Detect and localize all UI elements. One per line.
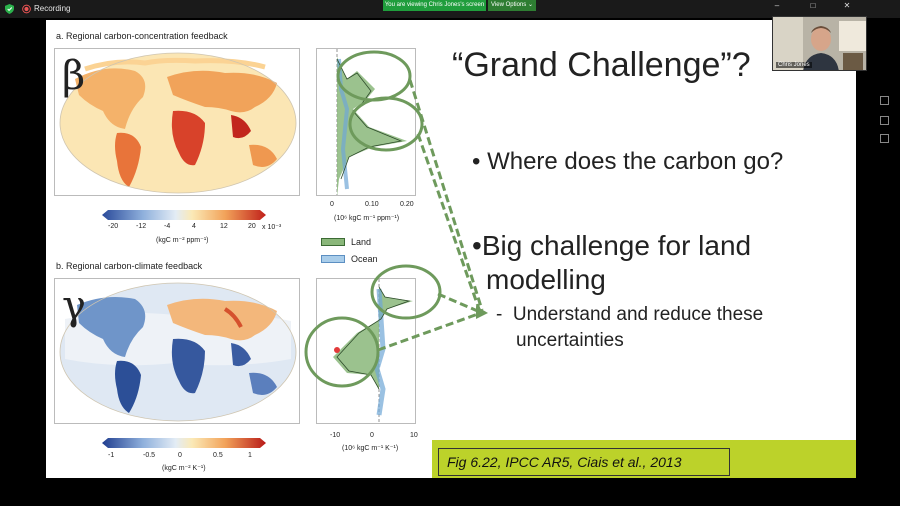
tick-label: 0.20 xyxy=(400,201,414,208)
security-shield-icon[interactable] xyxy=(5,4,14,14)
beta-world-map xyxy=(54,48,300,196)
sub-bullet-line1: Understand and reduce these xyxy=(512,304,764,325)
bullet-dot: • xyxy=(472,148,488,175)
tick-label: -0.5 xyxy=(143,452,156,459)
accent-band xyxy=(432,440,856,478)
tick-label: 12 xyxy=(220,223,228,230)
gamma-symbol: γ xyxy=(62,283,86,329)
slide-title: “Grand Challenge”? xyxy=(452,46,751,84)
bullet-2: •Big challenge for land xyxy=(472,230,751,262)
shared-slide: a. Regional carbon-concentration feedbac… xyxy=(46,20,856,478)
tick-label: 20 xyxy=(248,223,256,230)
panel-a-title: a. Regional carbon-concentration feedbac… xyxy=(56,31,228,41)
gamma-world-map xyxy=(54,278,300,424)
gamma-zonal-unit: (10⁶ kgC m⁻¹ K⁻¹) xyxy=(342,445,399,452)
tick-label: 0.5 xyxy=(213,452,223,459)
tick-label: -12 xyxy=(136,223,147,230)
fullscreen-icon[interactable] xyxy=(880,134,889,143)
highlight-annotations xyxy=(304,50,488,388)
beta-zonal-unit: (10⁶ kgC m⁻¹ ppm⁻¹) xyxy=(334,215,400,222)
beta-symbol: β xyxy=(62,53,86,99)
bullet-2-line1: Big challenge for land xyxy=(481,230,752,261)
tick-label: 4 xyxy=(192,223,196,230)
meeting-top-bar: Recording You are viewing Chris Jones's … xyxy=(0,0,900,18)
tick-label: -20 xyxy=(108,223,119,230)
participant-video[interactable]: Chris Jones xyxy=(772,16,867,71)
view-options-button[interactable]: View Options ⌄ xyxy=(488,0,536,11)
bullet-1-text: Where does the carbon go? xyxy=(487,148,784,175)
legend-ocean-label: Ocean xyxy=(351,254,378,264)
recording-label: Recording xyxy=(34,4,71,13)
tick-label: 0 xyxy=(370,432,374,439)
bullet-dot: • xyxy=(472,230,482,261)
beta-colorbar-scale: x 10⁻³ xyxy=(262,224,282,231)
grid-icon[interactable] xyxy=(880,116,889,125)
legend-ocean-swatch xyxy=(321,255,345,263)
gamma-colorbar-unit: (kgC m⁻² K⁻¹) xyxy=(162,465,206,472)
bullet-1: • Where does the carbon go? xyxy=(472,148,783,176)
recording-icon xyxy=(22,4,31,14)
bullet-2-line2: modelling xyxy=(486,264,606,295)
legend-land-label: Land xyxy=(351,237,372,247)
minimize-icon[interactable]: – xyxy=(774,1,780,10)
sub-bullet: - Understand and reduce these xyxy=(496,304,763,326)
maximize-icon[interactable]: □ xyxy=(810,1,816,10)
beta-colorbar-unit: (kgC m⁻² ppm⁻¹) xyxy=(156,237,209,244)
layout-icon[interactable] xyxy=(880,96,889,105)
tick-label: -1 xyxy=(108,452,115,459)
panel-b-title: b. Regional carbon-climate feedback xyxy=(56,261,203,271)
citation-box: Fig 6.22, IPCC AR5, Ciais et al., 2013 xyxy=(438,448,730,476)
tick-label: -4 xyxy=(164,223,171,230)
highlight-circle-beta-north xyxy=(336,50,412,102)
tick-label: 10 xyxy=(410,432,418,439)
sub-bullet-dash: - xyxy=(496,304,513,325)
legend-land-swatch xyxy=(321,238,345,246)
highlight-circle-beta-tropics xyxy=(348,96,424,152)
sub-bullet-line2: uncertainties xyxy=(516,330,624,351)
tick-label: 0.10 xyxy=(365,201,379,208)
close-icon[interactable]: ✕ xyxy=(843,1,851,10)
highlight-circle-gamma-tropics xyxy=(304,316,380,388)
beta-colorbar xyxy=(102,210,266,220)
participant-video-feed xyxy=(773,17,866,70)
tick-label: 1 xyxy=(248,452,252,459)
gamma-zonal-plot xyxy=(316,278,416,424)
highlight-circle-gamma-north xyxy=(370,264,442,320)
gamma-colorbar xyxy=(102,438,266,448)
viewing-screen-banner: You are viewing Chris Jones's screen xyxy=(383,0,486,11)
tick-label: 0 xyxy=(178,452,182,459)
tick-label: 0 xyxy=(330,201,334,208)
tick-label: -10 xyxy=(330,432,341,439)
participant-name: Chris Jones xyxy=(776,62,812,68)
pointer-dot xyxy=(334,347,340,353)
